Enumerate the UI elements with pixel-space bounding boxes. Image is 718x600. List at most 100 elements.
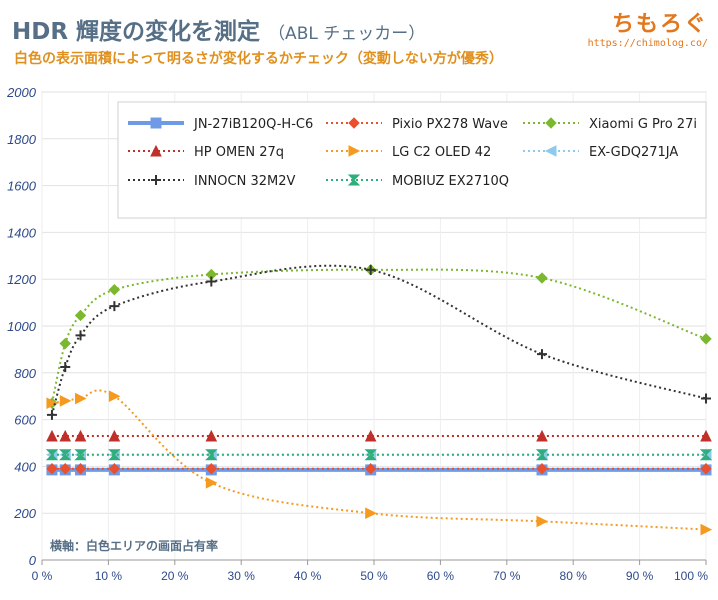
- marker-hourglass: [364, 449, 377, 461]
- legend-box: [117, 101, 707, 219]
- series-lg-c2-oled-42: [46, 389, 713, 536]
- marker-diamond: [46, 463, 58, 475]
- marker-triangle-right: [365, 507, 377, 520]
- y-tick-label: 1200: [7, 272, 37, 287]
- marker-diamond: [536, 272, 548, 284]
- marker-hourglass: [205, 449, 218, 461]
- legend-item: EX-GDQ271JA: [523, 145, 678, 160]
- marker-plus: [75, 330, 86, 341]
- marker-diamond: [700, 333, 712, 345]
- legend-item: LG C2 OLED 42: [326, 145, 491, 160]
- marker-triangle: [108, 429, 121, 442]
- marker-triangle-right: [59, 395, 72, 407]
- x-tick-label: 80 %: [560, 569, 588, 583]
- legend: JN-27iB120Q-H-C6 Pixio PX278 Wave Xiaomi G…: [117, 101, 707, 219]
- x-tick-label: 10 %: [95, 569, 123, 583]
- marker-plus: [60, 361, 71, 372]
- marker-diamond: [348, 117, 360, 129]
- legend-item: MOBIUZ EX2710Q: [326, 174, 509, 189]
- legend-label: INNOCN 32M2V: [194, 174, 295, 189]
- legend-item: HP OMEN 27q: [128, 144, 284, 160]
- y-tick-label: 0: [29, 553, 37, 568]
- title-text: HDR 輝度の変化を測定: [12, 19, 261, 45]
- marker-diamond: [108, 463, 121, 475]
- marker-triangle: [700, 429, 712, 442]
- legend-label: Xiaomi G Pro 27i: [589, 117, 697, 132]
- x-tick-label: 30 %: [228, 569, 256, 583]
- x-tick-label: 60 %: [427, 569, 455, 583]
- chart-title: HDR 輝度の変化を測定 （ABL チェッカー）: [12, 12, 425, 46]
- series-innocn-32m2v: [46, 264, 711, 420]
- marker-triangle: [59, 429, 72, 442]
- marker-hourglass: [347, 174, 361, 186]
- series-pixio-px278-wave: [46, 463, 712, 475]
- marker-hourglass: [59, 449, 72, 461]
- y-tick-label: 2000: [6, 85, 37, 100]
- series-line: [50, 268, 707, 404]
- legend-item: JN-27iB120Q-H-C6: [128, 117, 313, 132]
- x-tick-label: 0 %: [32, 569, 53, 583]
- legend-item: Pixio PX278 Wave: [326, 117, 508, 132]
- y-tick-label: 200: [13, 506, 36, 521]
- marker-triangle-right: [700, 523, 713, 536]
- legend-item: INNOCN 32M2V: [128, 174, 295, 189]
- marker-diamond: [59, 337, 71, 350]
- series: [45, 264, 713, 536]
- marker-hourglass: [108, 449, 121, 461]
- line-chart: 0 200 400 600 800 1000 1200 1400 1600 1800 2000 0 %…: [6, 85, 713, 583]
- marker-triangle-right: [75, 392, 87, 405]
- brand-url: https://chimolog.co/: [587, 38, 708, 49]
- y-tick-label: 1000: [7, 319, 37, 334]
- marker-plus: [109, 301, 120, 312]
- y-tick-label: 1400: [7, 225, 37, 240]
- marker-triangle: [150, 144, 162, 157]
- y-tick-label: 600: [14, 413, 36, 428]
- y-tick-label: 400: [14, 459, 36, 474]
- marker-hourglass: [699, 449, 713, 461]
- marker-diamond: [74, 463, 87, 475]
- marker-plus: [536, 349, 547, 360]
- legend-label: JN-27iB120Q-H-C6: [193, 117, 313, 132]
- y-tick-label: 1600: [7, 179, 37, 194]
- marker-diamond: [536, 463, 548, 475]
- marker-hourglass: [535, 449, 549, 461]
- marker-square: [150, 117, 162, 129]
- axes: 0 200 400 600 800 1000 1200 1400 1600 1800 2000 0 %…: [6, 85, 708, 583]
- x-tick-label: 90 %: [626, 569, 654, 583]
- legend-label: LG C2 OLED 42: [392, 145, 491, 160]
- marker-plus: [206, 276, 217, 287]
- series-line: [50, 264, 707, 416]
- x-tick-label: 70 %: [493, 569, 521, 583]
- x-tick-label: 40 %: [294, 569, 322, 583]
- marker-triangle: [364, 429, 377, 442]
- marker-plus: [46, 409, 57, 420]
- brand-name: ちもろぐ: [611, 12, 708, 37]
- marker-triangle: [536, 429, 548, 442]
- x-tick-label: 100 %: [674, 569, 708, 583]
- legend-label: Pixio PX278 Wave: [392, 117, 508, 132]
- series-mobiuz-ex2710q: [45, 449, 713, 461]
- marker-triangle-right: [205, 476, 218, 489]
- y-tick-label: 800: [14, 366, 36, 381]
- chart-subtitle: 白色の表示面積によって明るさが変化するかチェック（変動しない方が優秀）: [14, 51, 503, 67]
- marker-diamond: [545, 117, 557, 129]
- legend-label: EX-GDQ271JA: [589, 145, 678, 160]
- x-tick-label: 20 %: [161, 569, 189, 583]
- marker-triangle: [46, 429, 58, 442]
- marker-diamond: [59, 463, 71, 475]
- brand-logo: ちもろぐ https://chimolog.co/: [588, 6, 708, 49]
- marker-diamond: [74, 309, 87, 322]
- marker-triangle-right: [108, 390, 121, 403]
- chart-header: HDR 輝度の変化を測定 （ABL チェッカー） 白色の表示面積によって明るさが変…: [0, 0, 718, 80]
- marker-triangle: [74, 429, 87, 442]
- series-hp-omen-27q: [46, 429, 712, 442]
- marker-diamond: [364, 463, 377, 475]
- marker-triangle-right: [536, 515, 549, 528]
- title-note: （ABL チェッカー）: [268, 24, 426, 44]
- marker-diamond: [700, 463, 712, 475]
- marker-triangle-left: [544, 145, 557, 157]
- legend-item: Xiaomi G Pro 27i: [523, 117, 697, 132]
- marker-triangle-right: [348, 145, 361, 157]
- x-axis-annotation: 横軸：白色エリアの画面占有率: [50, 538, 218, 553]
- x-tick-label: 50 %: [360, 569, 388, 583]
